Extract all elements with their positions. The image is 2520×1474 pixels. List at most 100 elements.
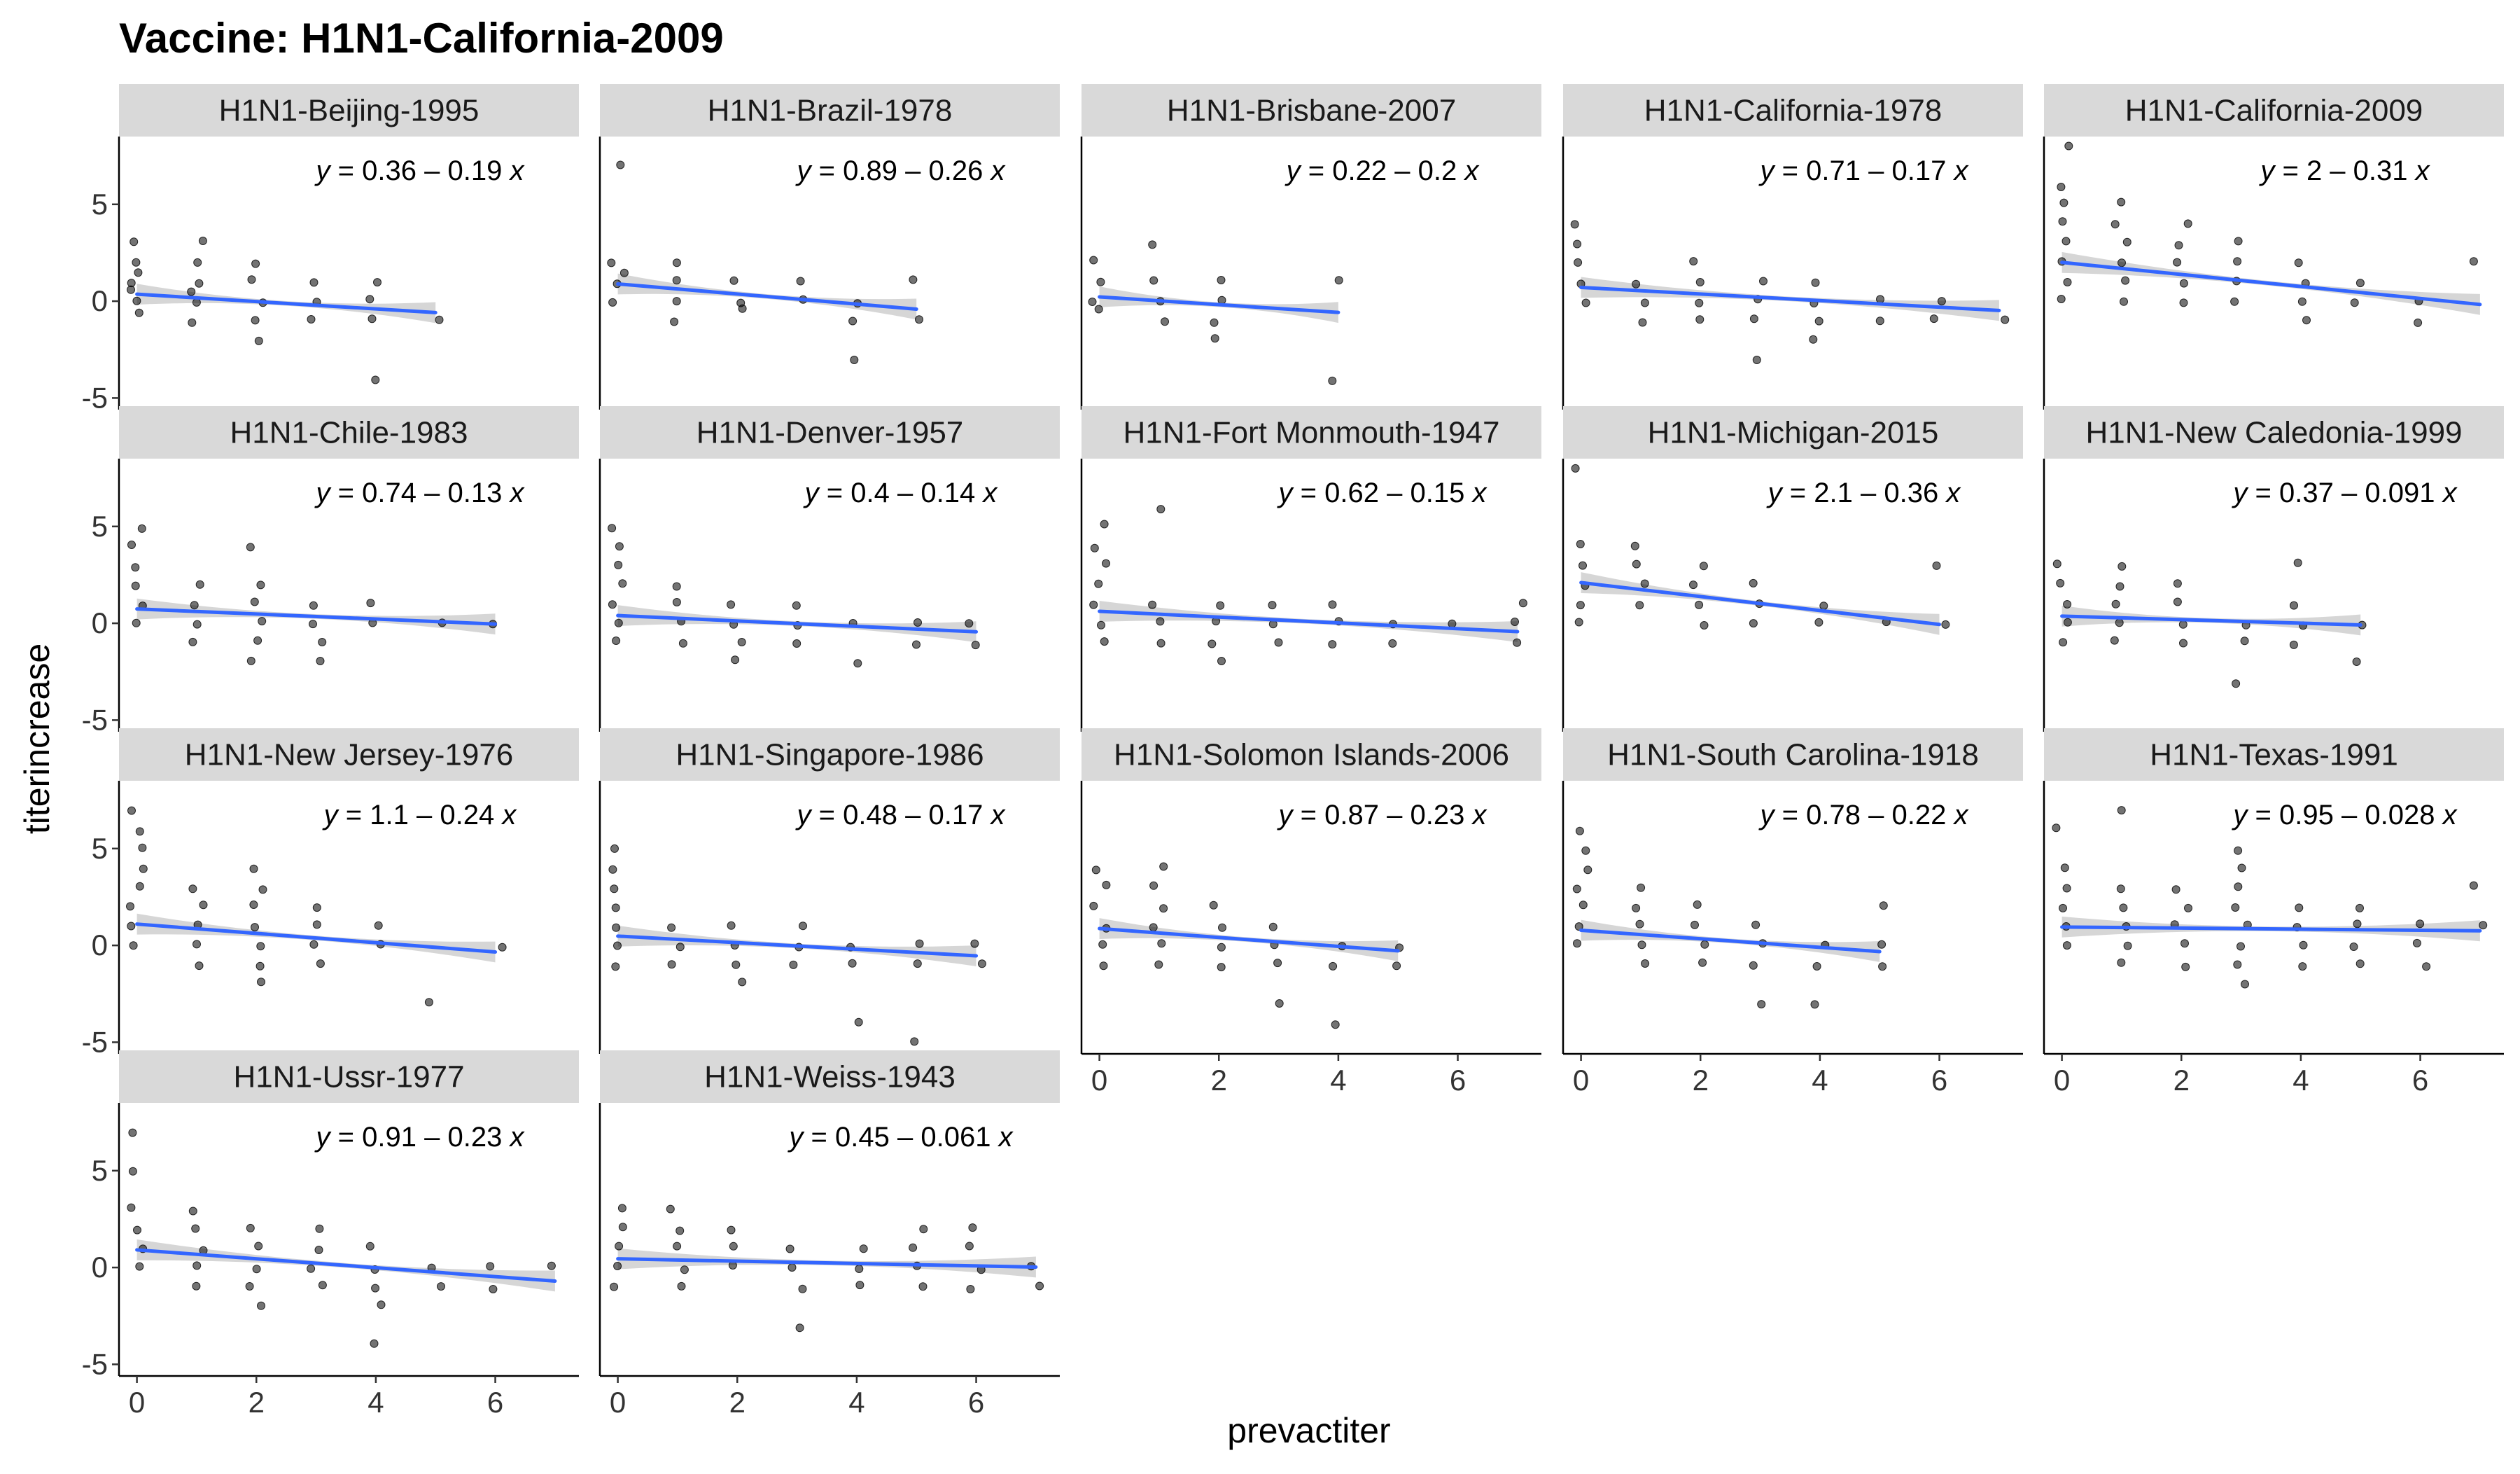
data-point [1149, 276, 1158, 285]
data-point [192, 1281, 201, 1291]
data-point [608, 600, 617, 609]
equation-symbol: – [416, 478, 447, 508]
equation-term: 0.74 [362, 478, 416, 508]
equation-symbol: y [322, 800, 340, 830]
data-point [137, 524, 146, 533]
equation-symbol: = [811, 800, 844, 830]
regression-equation: y = 0.62 – 0.15 x [1277, 478, 1488, 508]
regression-equation: y = 0.87 – 0.23 x [1277, 800, 1488, 830]
equation-symbol [1464, 800, 1472, 830]
data-point [612, 637, 621, 645]
x-tick-label: 6 [487, 1386, 503, 1419]
data-point [1640, 298, 1649, 307]
data-point [1328, 376, 1337, 385]
data-point [2240, 637, 2249, 646]
panel-strip [2044, 84, 2504, 137]
data-point [245, 1282, 254, 1291]
equation-symbol: = [2247, 478, 2279, 508]
data-point [2469, 257, 2478, 266]
data-point [1156, 617, 1165, 626]
data-point [618, 1223, 627, 1232]
data-point [1878, 962, 1887, 971]
data-point [315, 1224, 324, 1233]
data-point [1932, 561, 1941, 570]
equation-symbol: – [1379, 478, 1410, 508]
regression-equation: y = 2.1 – 0.36 x [1766, 478, 1962, 508]
x-tick-label: 4 [848, 1386, 864, 1419]
data-point [1581, 846, 1590, 855]
data-point [252, 1265, 261, 1274]
data-point [1574, 618, 1583, 627]
data-point [1217, 276, 1226, 284]
panel-strip-label: H1N1-South Carolina-1918 [1607, 738, 1979, 772]
data-point [2416, 919, 2425, 929]
equation-symbol: x [1945, 478, 1961, 508]
data-point [251, 923, 259, 932]
data-point [1090, 543, 1099, 552]
data-point [2302, 316, 2311, 325]
data-point [796, 277, 805, 286]
data-point [192, 620, 202, 629]
equation-symbol: y [314, 478, 332, 508]
data-point [672, 598, 681, 606]
equation-term: 0.36 [362, 155, 416, 186]
data-point [371, 1284, 380, 1293]
data-point [1275, 999, 1284, 1008]
data-point [1583, 865, 1592, 875]
data-point [1156, 505, 1166, 514]
equation-term: 0.13 [447, 478, 502, 508]
data-point [1518, 599, 1527, 608]
data-point [2174, 241, 2183, 250]
data-point [134, 308, 144, 317]
data-point [614, 560, 623, 569]
data-point [1088, 298, 1097, 306]
data-point [498, 943, 507, 952]
y-tick-label: -5 [82, 1025, 108, 1058]
equation-term: 1.1 [370, 800, 409, 830]
data-point [1695, 298, 1704, 307]
data-point [2110, 636, 2119, 645]
regression-line [135, 292, 438, 314]
equation-term: 0.26 [928, 155, 983, 186]
data-point [2181, 962, 2190, 971]
equation-term: 0.45 [835, 1122, 890, 1153]
data-point [246, 543, 255, 552]
data-point [971, 641, 980, 650]
data-point [365, 295, 374, 304]
data-point [2001, 315, 2010, 324]
data-point [848, 959, 857, 968]
data-point [2173, 258, 2182, 267]
regression-equation: y = 0.37 – 0.091 x [2231, 478, 2458, 508]
equation-term: 0.028 [2365, 800, 2435, 830]
equation-symbol [502, 155, 510, 186]
data-point [2173, 597, 2182, 606]
data-point [1637, 940, 1646, 950]
data-point [854, 1017, 863, 1027]
data-point [1268, 922, 1278, 931]
regression-equation: y = 0.91 – 0.23 x [314, 1122, 526, 1153]
data-point [2234, 846, 2243, 855]
data-point [131, 581, 140, 590]
data-point [913, 618, 922, 627]
data-point [1641, 959, 1650, 968]
x-tick-label: 4 [2292, 1064, 2309, 1097]
data-point [1814, 317, 1823, 326]
regression-equation: y = 1.1 – 0.24 x [322, 800, 518, 830]
equation-term: 0.89 [843, 155, 897, 186]
equation-symbol: x [989, 155, 1006, 186]
data-point [859, 1244, 868, 1253]
y-tick-label: 0 [92, 284, 108, 317]
data-point [1700, 621, 1709, 630]
panel: H1N1-Texas-1991 0 2 4 6 y = 0.95 – 0.028 x [2043, 728, 2504, 1097]
equation-symbol: – [1861, 155, 1891, 186]
x-tick-label: 4 [1330, 1064, 1346, 1097]
data-point [2064, 141, 2073, 151]
data-point [1217, 963, 1226, 972]
data-point [2234, 237, 2243, 246]
x-tick-label: 2 [729, 1386, 746, 1419]
data-point [608, 865, 617, 874]
equation-symbol: – [416, 155, 447, 186]
data-point [2118, 258, 2126, 267]
